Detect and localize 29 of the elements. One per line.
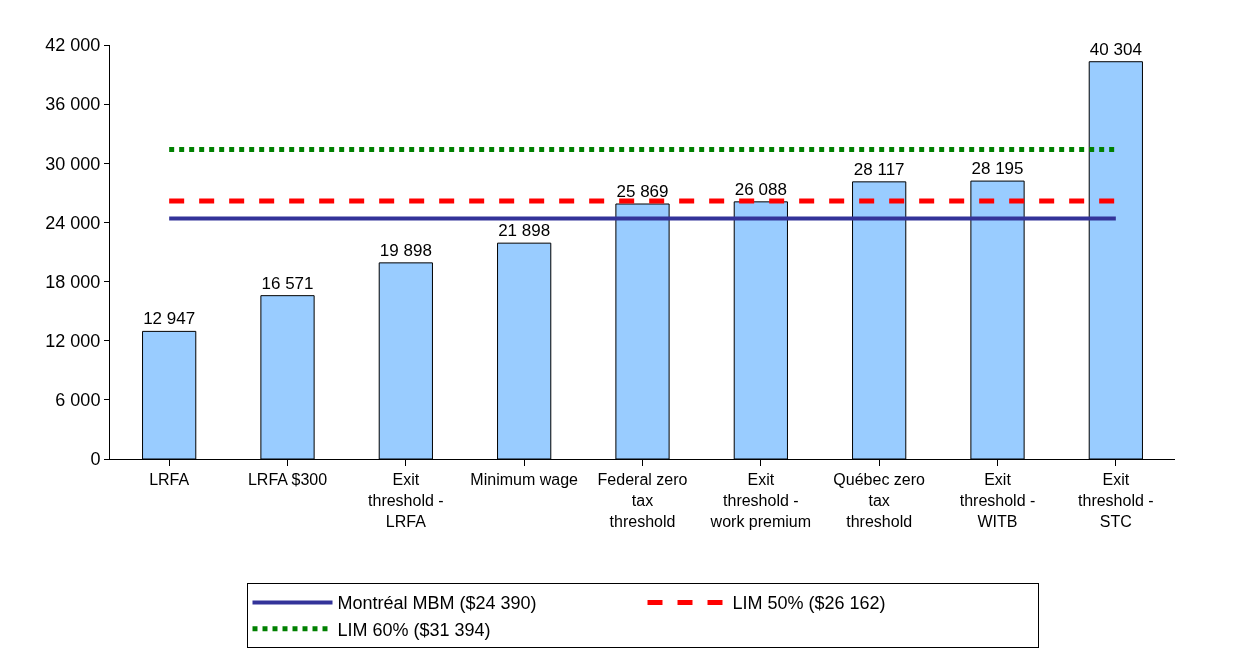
data-label: 21 898: [498, 221, 551, 241]
y-tick-label: 24 000: [45, 212, 101, 233]
y-tick-label: 18 000: [45, 271, 101, 292]
data-label: 28 117: [853, 159, 905, 179]
data-label: 25 869: [616, 182, 669, 202]
legend-label: Montréal MBM ($24 390): [337, 593, 537, 614]
x-tick-label: Exit threshold - STC: [1078, 471, 1154, 530]
x-tick-label: Exit threshold - work premium: [709, 471, 812, 530]
data-label: 28 195: [971, 159, 1024, 179]
x-tick-label: LRFA $300: [247, 471, 328, 489]
data-label: 16 571: [261, 273, 314, 293]
data-label: 40 304: [1089, 39, 1142, 59]
legend-label: LIM 50% ($26 162): [732, 593, 886, 614]
y-tick-label: 30 000: [45, 153, 101, 174]
x-tick-label: Federal zero tax threshold: [597, 471, 688, 530]
x-tick-label: Québec zero tax threshold: [833, 471, 926, 530]
y-tick-label: 36 000: [45, 94, 101, 115]
y-tick-label: 12 000: [45, 331, 101, 352]
data-label: 19 898: [379, 240, 432, 260]
data-label: 26 088: [734, 179, 787, 199]
x-tick-label: Minimum wage: [470, 471, 579, 489]
legend-label: LIM 60% ($31 394): [337, 619, 491, 640]
x-tick-label: Exit threshold - WITB: [959, 471, 1036, 530]
y-tick-label: 42 000: [45, 35, 101, 56]
x-tick-label: Exit threshold - LRFA: [368, 471, 444, 530]
data-label: 12 947: [143, 309, 196, 329]
y-tick-label: 0: [90, 449, 101, 470]
y-tick-label: 6 000: [55, 390, 101, 411]
x-tick-label: LRFA: [149, 471, 190, 489]
